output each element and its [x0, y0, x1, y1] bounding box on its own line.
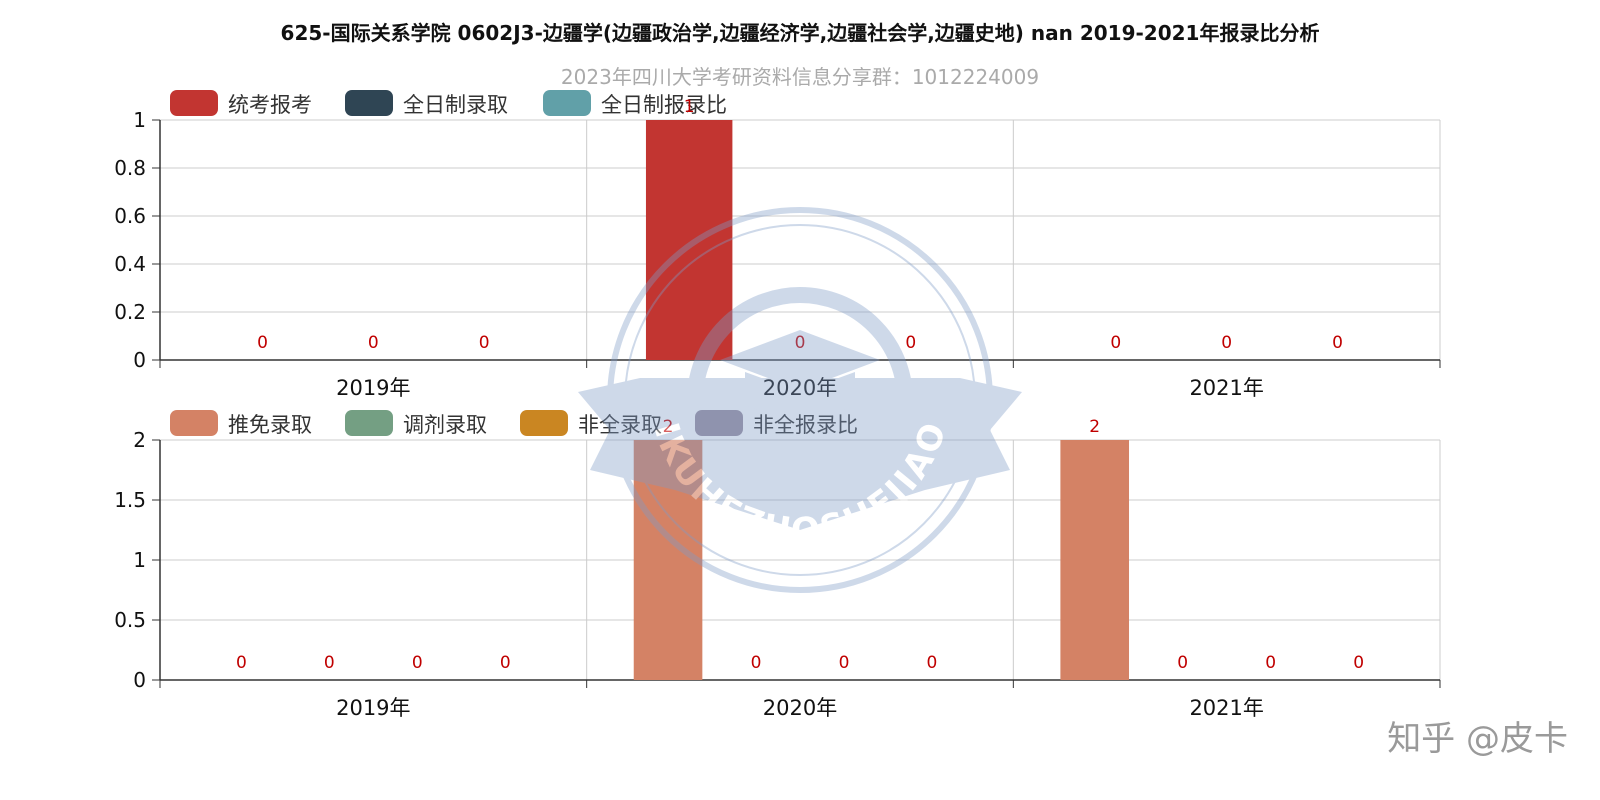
data-label: 0	[751, 653, 762, 673]
legend-item-1: 统考报考	[170, 90, 312, 117]
graduation-cap-base	[745, 372, 855, 418]
y-tick-label: 1.5	[114, 488, 146, 512]
data-label: 0	[412, 653, 423, 673]
data-label: 0	[905, 333, 916, 353]
y-tick-label: 0.5	[114, 608, 146, 632]
x-category-label: 2021年	[1189, 376, 1263, 400]
legend-label: 全日制报录比	[601, 93, 727, 117]
seal-inner-ring	[624, 224, 976, 576]
y-tick-label: 0.6	[114, 204, 146, 228]
chart-title: 625-国际关系学院 0602J3-边疆学(边疆政治学,边疆经济学,边疆社会学,…	[281, 21, 1320, 45]
bar-推免录取-2021年	[1060, 440, 1130, 680]
legend-label: 调剂录取	[403, 413, 487, 437]
data-label: 0	[257, 333, 268, 353]
data-label: 0	[839, 653, 850, 673]
bar-统考报考-2020年	[645, 120, 733, 360]
chart-panel-1: 统考报考 全日制录取 全日制报录比 0 0.2 0.4 0.6 0.8 1 0 0 0 2019年 1 0 0…	[114, 90, 1441, 400]
x-category-label: 2021年	[1189, 696, 1263, 720]
data-label: 0	[1332, 333, 1343, 353]
legend-swatch	[695, 410, 743, 436]
legend-label: 全日制录取	[403, 93, 508, 117]
y-tick-label: 0.4	[114, 252, 146, 276]
data-label: 0	[236, 653, 247, 673]
data-label: 2	[1089, 417, 1100, 437]
legend-item-4: 非全报录比	[695, 410, 858, 437]
chart-panel-2: 推免录取 调剂录取 非全录取 非全报录比 0 0.5 1 1.5 2 0 0 0 0 2019年 2 0 0 0 2…	[114, 410, 1441, 720]
data-label: 0	[1110, 333, 1121, 353]
data-label: 0	[1353, 653, 1364, 673]
data-label: 1	[684, 97, 695, 117]
data-label: 0	[500, 653, 511, 673]
x-category-label: 2019年	[336, 376, 410, 400]
y-tick-label: 0	[133, 348, 146, 372]
chart-subtitle: 2023年四川大学考研资料信息分享群：1012224009	[561, 65, 1039, 89]
legend-swatch	[170, 90, 218, 116]
legend-label: 非全报录比	[753, 413, 858, 437]
x-category-label: 2020年	[763, 696, 837, 720]
y-tick-label: 0.8	[114, 156, 146, 180]
data-label: 0	[479, 333, 490, 353]
legend-swatch	[170, 410, 218, 436]
legend-item-2: 调剂录取	[345, 410, 487, 437]
legend-item-3: 全日制报录比	[543, 90, 727, 117]
y-tick-label: 0.2	[114, 300, 146, 324]
data-label: 0	[1177, 653, 1188, 673]
bar-推免录取-2020年	[633, 440, 703, 680]
legend-label: 推免录取	[228, 413, 312, 437]
y-tick-label: 1	[133, 548, 146, 572]
seal-center-ring	[687, 287, 913, 513]
data-label: 0	[324, 653, 335, 673]
data-label: 0	[795, 333, 806, 353]
data-label: 0	[1265, 653, 1276, 673]
data-label: 0	[1221, 333, 1232, 353]
legend-swatch	[345, 90, 393, 116]
data-label: 0	[368, 333, 379, 353]
seal-outer-ring	[607, 207, 993, 593]
credit-text: 知乎 @皮卡	[1387, 719, 1568, 759]
legend-swatch	[345, 410, 393, 436]
x-category-label: 2019年	[336, 696, 410, 720]
y-tick-label: 0	[133, 668, 146, 692]
y-tick-label: 1	[133, 108, 146, 132]
data-label: 0	[927, 653, 938, 673]
seal-ribbon	[578, 378, 1022, 530]
data-label: 2	[663, 417, 674, 437]
legend-swatch	[543, 90, 591, 116]
legend-label: 统考报考	[228, 93, 312, 117]
charts-group: 统考报考 全日制录取 全日制报录比 0 0.2 0.4 0.6 0.8 1 0 0 0 2019年 1 0 0…	[114, 90, 1441, 720]
graduation-cap-icon	[720, 330, 880, 390]
x-category-label: 2020年	[763, 376, 837, 400]
legend-label: 非全录取	[578, 413, 662, 437]
legend-item-3: 非全录取	[520, 410, 662, 437]
legend-item-1: 推免录取	[170, 410, 312, 437]
legend-swatch	[520, 410, 568, 436]
legend-item-2: 全日制录取	[345, 90, 508, 117]
y-tick-label: 2	[133, 428, 146, 452]
